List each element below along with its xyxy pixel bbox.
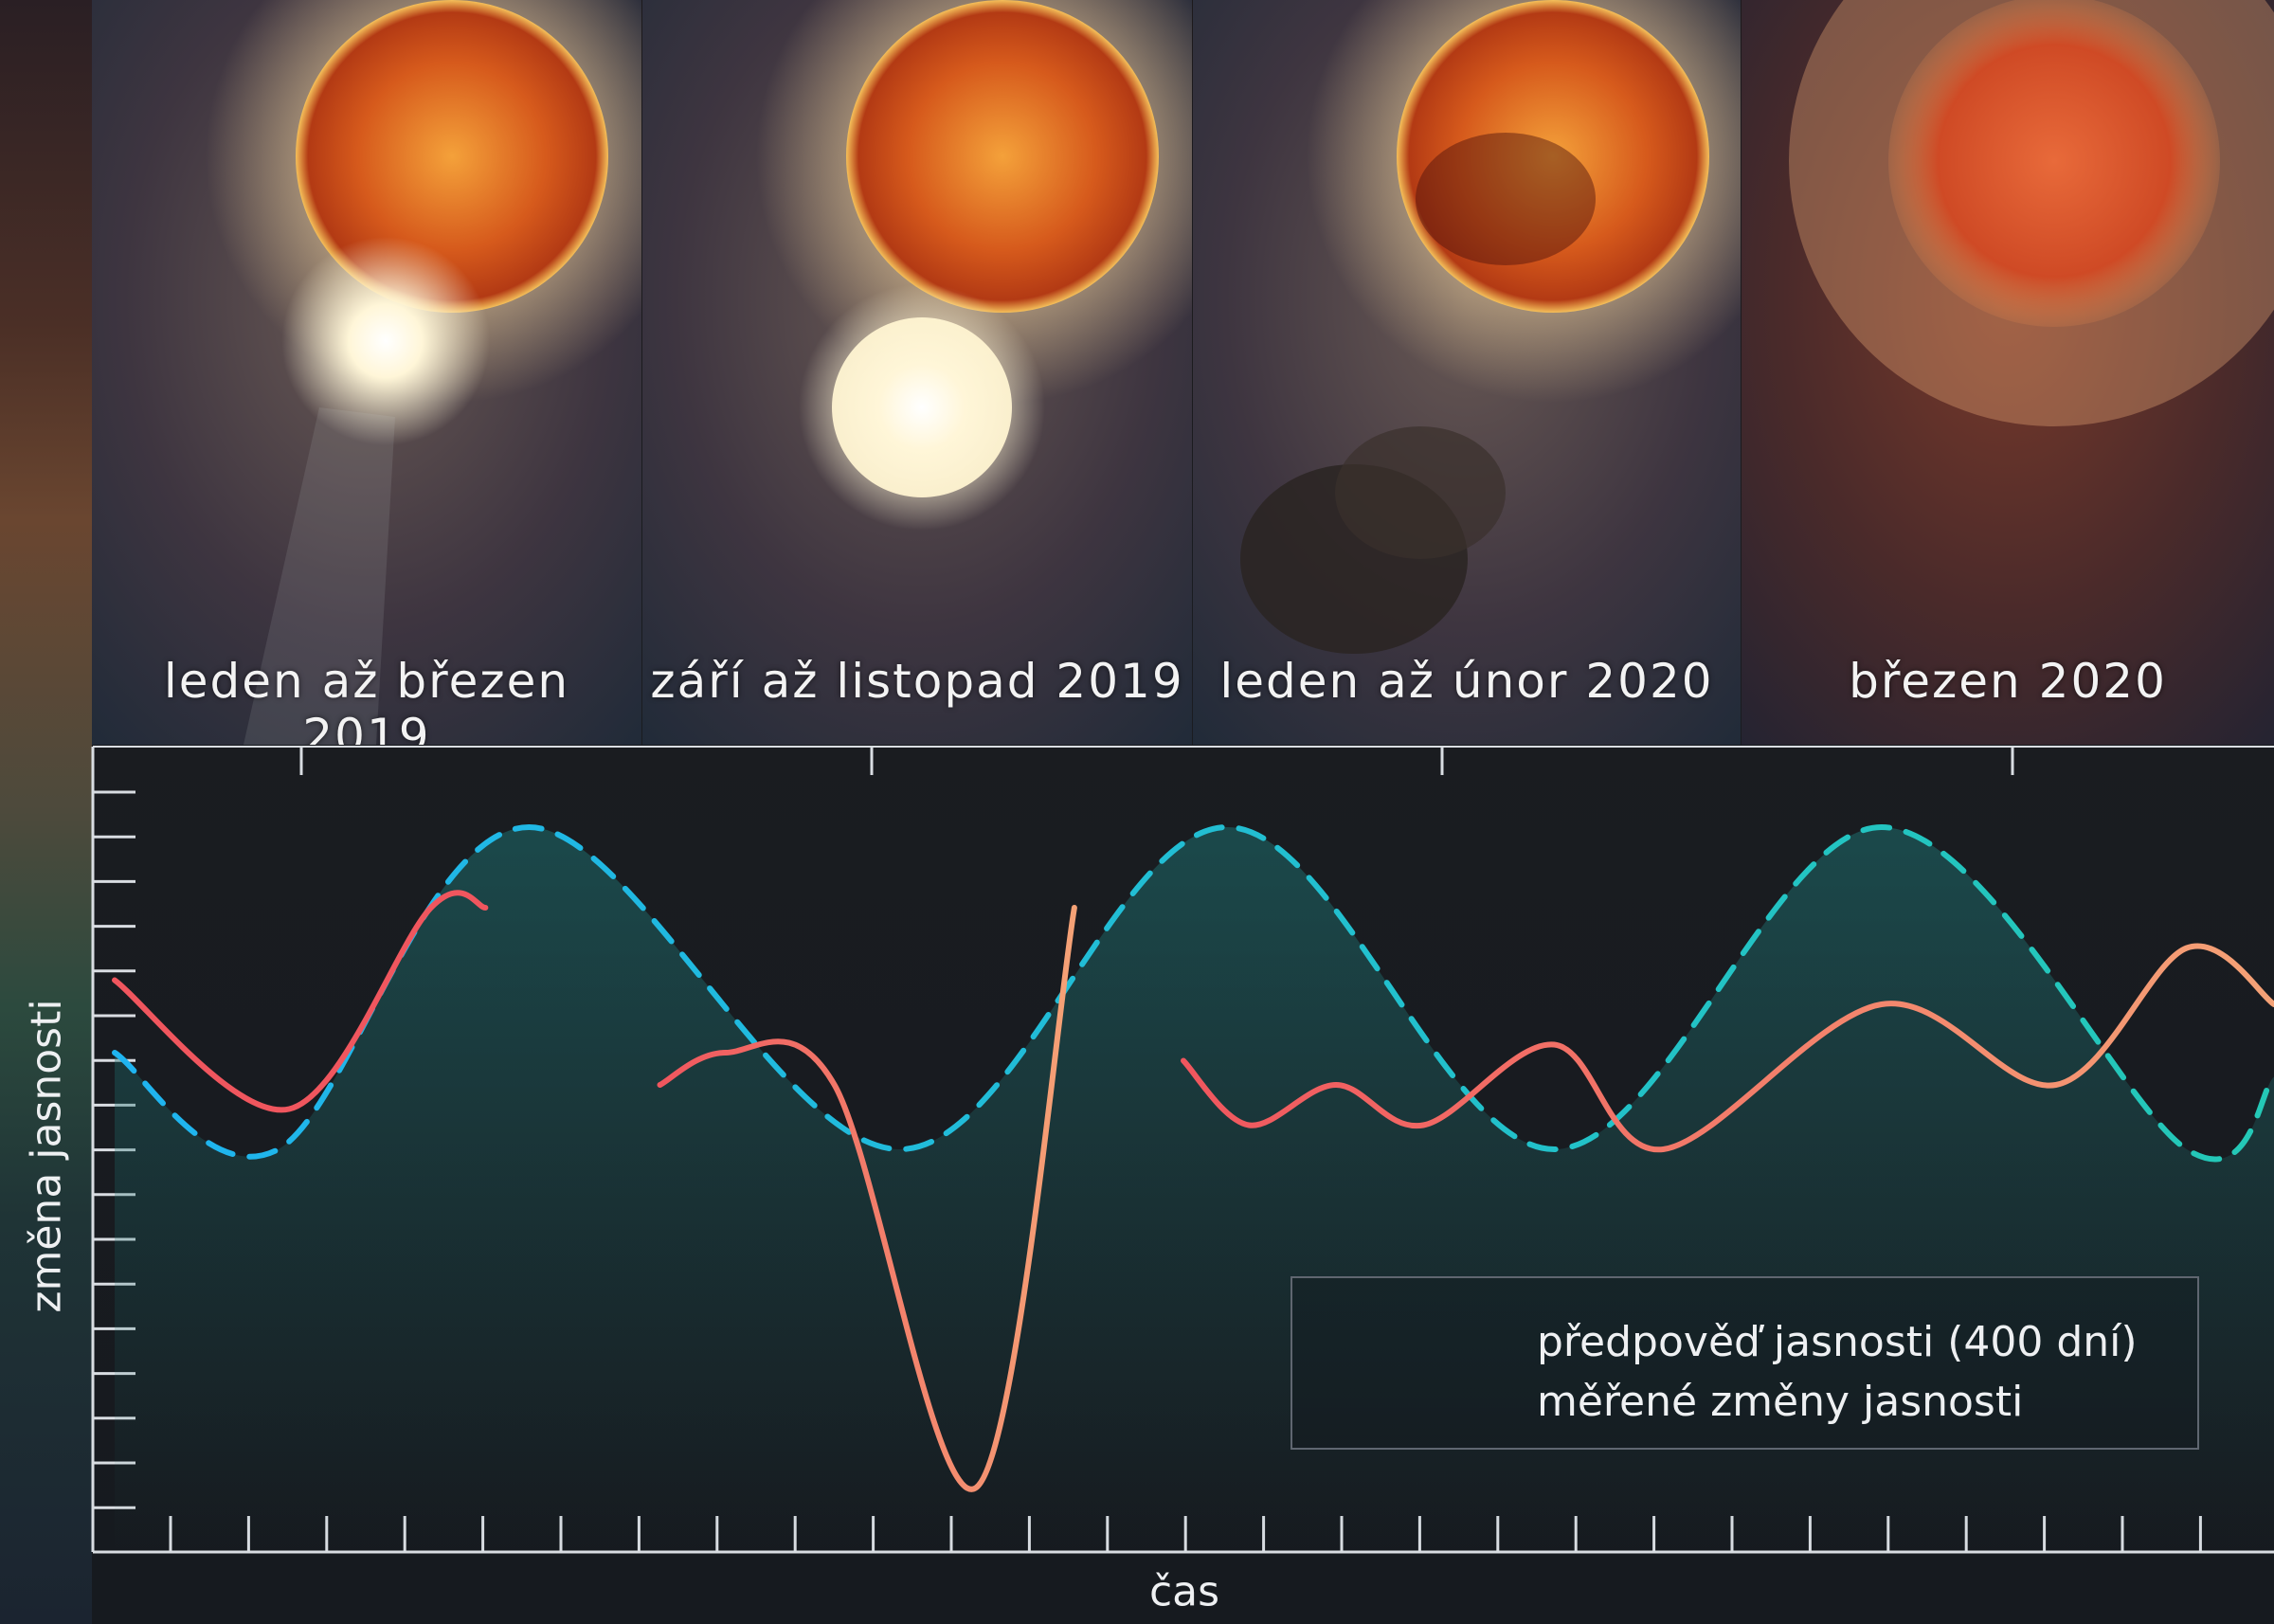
legend-label: předpověď jasnosti (400 dní) (1537, 1318, 2138, 1366)
prediction-line (112, 823, 2274, 1163)
panel-caption: březen 2020 (1849, 654, 2167, 709)
star-illustration-3 (1193, 0, 1741, 745)
legend-entry-measured: měřené změny jasnosti (1292, 1374, 2197, 1431)
brightness-gradient-bar (0, 0, 92, 1624)
measured-line-segment (112, 890, 489, 1113)
legend-swatch-dashed (1345, 1341, 1515, 1346)
legend-label: měřené změny jasnosti (1537, 1378, 2024, 1426)
x-axis-label: čas (1148, 1567, 1220, 1616)
measured-line-segment (1181, 943, 2274, 1153)
panel-jan-feb-2020: leden až únor 2020 (1193, 0, 1741, 745)
panel-jan-mar-2019: leden až březen 2019 (92, 0, 641, 745)
legend-entry-prediction: předpověď jasnosti (400 dní) (1292, 1314, 2197, 1371)
legend-swatch-solid (1345, 1400, 1515, 1406)
panel-mar-2020: březen 2020 (1742, 0, 2274, 745)
panel-caption: leden až únor 2020 (1219, 654, 1714, 709)
panel-caption: leden až březen 2019 (163, 654, 570, 745)
measured-line-segment (657, 905, 1077, 1492)
panel-caption: září až listopad 2019 (650, 654, 1184, 709)
star-illustration-1 (92, 0, 641, 745)
star-illustration-2 (642, 0, 1192, 745)
legend: předpověď jasnosti (400 dní) měřené změn… (1290, 1276, 2199, 1450)
panel-sep-nov-2019: září až listopad 2019 (642, 0, 1192, 745)
series-layer (112, 823, 2274, 1492)
y-axis-label: změna jasnosti (22, 999, 71, 1313)
prediction-fill-area (115, 827, 2274, 1552)
star-illustration-4 (1742, 0, 2274, 745)
